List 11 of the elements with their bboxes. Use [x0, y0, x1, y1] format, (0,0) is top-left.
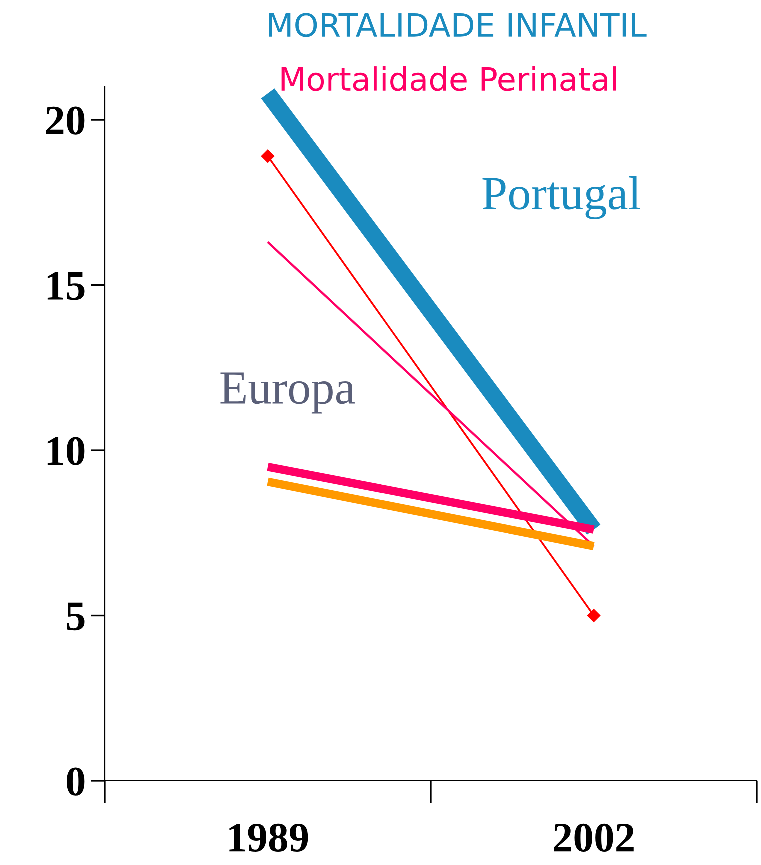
y-tick-label: 10	[48, 437, 85, 466]
y-tick-label: 5	[67, 602, 85, 631]
annotation: Europa	[220, 372, 356, 414]
y-tick-label: 15	[48, 272, 85, 300]
y-tick-label: 0	[67, 768, 85, 796]
chart-subtitle: Mortalidade Perinatal	[282, 66, 616, 92]
chart-title: MORTALIDADE INFANTIL	[269, 13, 647, 38]
x-tick-label: 2002	[554, 824, 634, 852]
annotation: Portugal	[482, 176, 640, 220]
y-tick-label: 20	[46, 106, 85, 135]
x-tick-label: 1989	[230, 824, 308, 852]
